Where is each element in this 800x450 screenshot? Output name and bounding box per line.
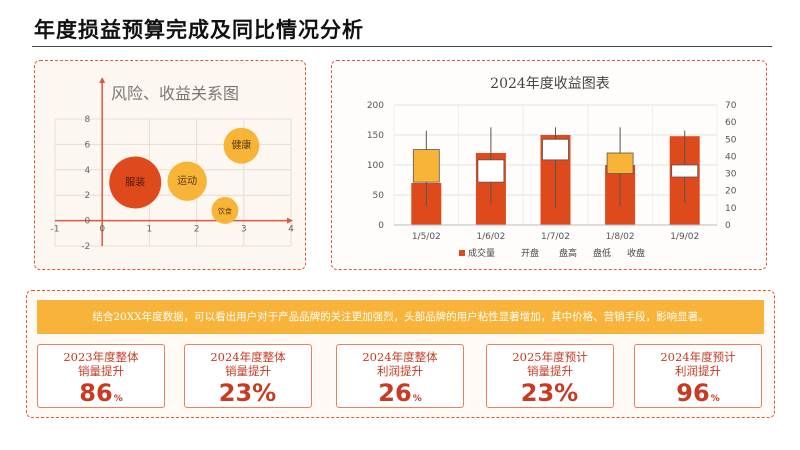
risk-return-chart-panel: 风险、收益关系图 -1 0 1 2 3 4 -2 0 2 4 6 8 服装 运动 健康饮食	[34, 60, 306, 270]
stat-label: 2024年度整体 销量提升	[185, 350, 311, 378]
volume-axis-tick-label: 200	[367, 101, 384, 111]
stat-label-line2: 利润提升	[377, 364, 423, 378]
category-tick-label: 1/7/02	[541, 232, 570, 242]
candle-body	[412, 149, 440, 183]
stat-number: 23%	[218, 379, 277, 407]
stat-label-line2: 销量提升	[527, 364, 573, 378]
bubble-chart-title: 风险、收益关系图	[111, 84, 239, 103]
candle-body	[542, 138, 569, 161]
volume-axis-tick-label: 150	[367, 131, 384, 141]
bubble-x-tick-label: 3	[241, 225, 247, 235]
bubble-y-tick-label: 8	[84, 115, 90, 125]
candle-body	[671, 164, 699, 178]
bubble-label: 健康	[231, 139, 251, 152]
stat-value: 96%	[635, 379, 761, 413]
volume-axis-tick-label: 0	[378, 221, 384, 231]
stat-label: 2025年度预计 销量提升	[487, 350, 613, 378]
stat-unit: %	[710, 394, 720, 404]
stat-card: 2025年度预计 销量提升 23%	[486, 344, 614, 408]
bubble-y-tick-label: 0	[84, 217, 90, 227]
price-axis-tick-label: 0	[725, 221, 731, 231]
legend-entry: 成交量	[468, 247, 495, 259]
stat-number: 86	[79, 379, 113, 407]
bubble-y-tick-label: 2	[84, 191, 90, 201]
price-axis-tick-label: 20	[725, 187, 737, 197]
bubble-x-tick-label: 4	[288, 225, 294, 235]
category-tick-label: 1/5/02	[412, 232, 441, 242]
price-axis-tick-label: 40	[725, 152, 737, 162]
bubble-饮食	[211, 197, 239, 224]
stat-label-line2: 利润提升	[675, 364, 721, 378]
bubble-x-axis-arrow	[287, 217, 293, 224]
legend-entry: 盘高	[559, 247, 577, 259]
stat-label: 2024年度整体 利润提升	[337, 350, 463, 378]
bubble-运动	[167, 161, 207, 201]
stat-label: 2024年度预计 利润提升	[635, 350, 761, 378]
bubble-服装	[109, 156, 162, 209]
summary-panel: 结合20XX年度数据，可以看出用户对于产品品牌的关注更加强烈，头部品牌的用户粘性…	[26, 290, 775, 418]
price-axis-tick-label: 60	[725, 118, 737, 128]
stat-label-line1: 2023年度整体	[63, 350, 139, 364]
category-tick-label: 1/6/02	[476, 232, 505, 242]
stat-value: 23%	[185, 379, 311, 413]
price-axis-tick-label: 30	[725, 170, 737, 180]
stat-unit: %	[113, 394, 123, 404]
stat-value: 26%	[337, 379, 463, 413]
stat-label-line2: 销量提升	[78, 364, 124, 378]
bubble-label: 服装	[125, 176, 145, 189]
legend-entry: 收盘	[627, 247, 645, 259]
bubble-label: 饮食	[218, 206, 232, 215]
price-axis-tick-label: 70	[725, 101, 737, 111]
stat-card: 2024年度整体 利润提升 26%	[336, 344, 464, 408]
legend-entry: 开盘	[521, 247, 539, 259]
category-tick-label: 1/8/02	[606, 232, 635, 242]
stat-label-line1: 2024年度预计	[660, 350, 736, 364]
stat-label-line1: 2024年度整体	[210, 350, 286, 364]
bubble-x-tick-label: 0	[99, 225, 105, 235]
legend-swatch	[459, 250, 465, 256]
annual-income-chart-panel: 2024年度收益图表 0 50 100 150 200 0 10 20 30 40 50 60 70 1/…	[331, 60, 767, 270]
stat-value: 23%	[487, 379, 613, 413]
bubble-x-tick-label: 2	[194, 225, 200, 235]
bubble-x-tick-label: -1	[51, 225, 60, 235]
price-axis-tick-label: 50	[725, 135, 737, 145]
price-axis-tick-label: 10	[725, 204, 737, 214]
annual-income-stock-chart: 2024年度收益图表 0 50 100 150 200 0 10 20 30 40 50 60 70 1/…	[367, 76, 737, 259]
stat-number: 23%	[520, 379, 579, 407]
bubble-y-tick-label: 6	[84, 140, 90, 150]
title-divider	[32, 46, 772, 47]
stat-label-line1: 2025年度预计	[512, 350, 588, 364]
volume-axis-tick-label: 100	[367, 161, 384, 171]
bubble-x-tick-label: 1	[147, 225, 153, 235]
stat-unit: %	[412, 394, 422, 404]
stat-card: 2024年度整体 销量提升 23%	[184, 344, 312, 408]
stat-label-line1: 2024年度整体	[362, 350, 438, 364]
stat-card: 2024年度预计 利润提升 96%	[634, 344, 762, 408]
stat-label-line2: 销量提升	[225, 364, 271, 378]
stat-value: 86%	[38, 379, 164, 413]
bubble-label: 运动	[177, 175, 197, 187]
bubble-y-axis-arrow	[99, 77, 106, 83]
candle-body	[606, 152, 634, 174]
legend-entry: 盘低	[593, 247, 611, 259]
stat-number: 26	[378, 379, 412, 407]
stat-card: 2023年度整体 销量提升 86%	[37, 344, 165, 408]
category-tick-label: 1/9/02	[670, 232, 699, 242]
bubble-y-tick-label: 4	[84, 166, 90, 176]
volume-axis-tick-label: 50	[373, 191, 385, 201]
stock-chart-title: 2024年度收益图表	[490, 76, 610, 92]
stat-label: 2023年度整体 销量提升	[38, 350, 164, 378]
stat-number: 96	[676, 379, 710, 407]
page-title: 年度损益预算完成及同比情况分析	[34, 17, 364, 42]
summary-banner: 结合20XX年度数据，可以看出用户对于产品品牌的关注更加强烈，头部品牌的用户粘性…	[37, 300, 764, 334]
bubble-健康	[223, 127, 260, 164]
bubble-y-tick-label: -2	[81, 242, 90, 252]
candle-body	[477, 159, 505, 183]
